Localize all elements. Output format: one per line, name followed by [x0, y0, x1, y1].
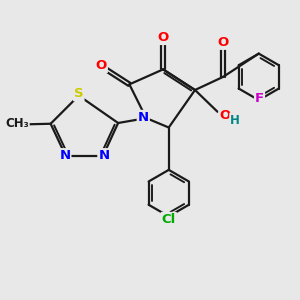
- Text: Cl: Cl: [162, 213, 176, 226]
- Text: S: S: [74, 87, 84, 100]
- Text: H: H: [230, 113, 240, 127]
- Text: N: N: [59, 149, 70, 162]
- Text: F: F: [255, 92, 264, 105]
- Text: O: O: [218, 36, 229, 49]
- Text: O: O: [219, 109, 231, 122]
- Text: O: O: [158, 31, 169, 44]
- Text: N: N: [138, 111, 149, 124]
- Text: N: N: [98, 149, 110, 162]
- Text: CH₃: CH₃: [5, 117, 29, 130]
- Text: O: O: [96, 59, 107, 72]
